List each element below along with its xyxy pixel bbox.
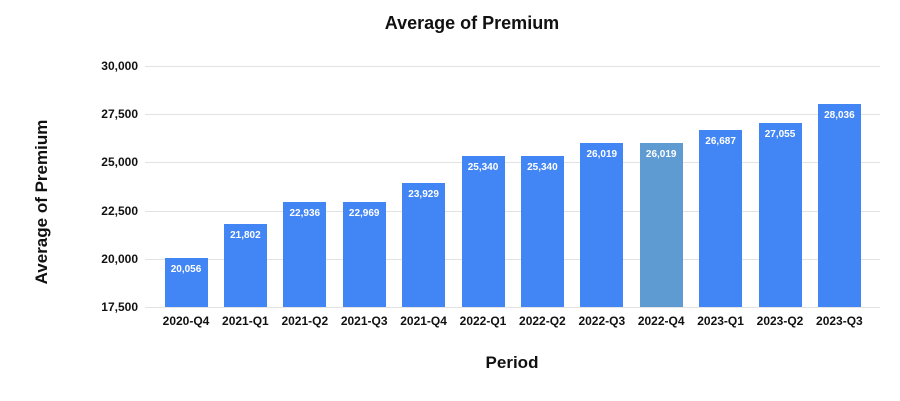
bar[interactable]: 23,929 <box>402 183 446 307</box>
bar-value-label: 25,340 <box>467 161 499 173</box>
x-tick-label: 2022-Q1 <box>459 314 507 328</box>
x-tick-label: 2020-Q4 <box>162 314 210 328</box>
bar-highlighted[interactable]: 26,019 <box>639 142 683 307</box>
gridline <box>145 307 880 308</box>
chart-title: Average of Premium <box>384 13 560 33</box>
bar-value-label: 23,929 <box>408 189 439 201</box>
x-axis-title: Period <box>485 353 539 372</box>
bar[interactable]: 28,036 <box>817 103 861 307</box>
bar[interactable]: 22,936 <box>283 202 327 307</box>
bar[interactable]: 27,055 <box>758 122 802 307</box>
gridline <box>145 114 880 116</box>
gridline <box>145 210 880 212</box>
bar[interactable]: 21,802 <box>223 224 267 307</box>
y-tick-label: 20,000 <box>101 251 138 266</box>
x-tick-label: 2022-Q3 <box>578 314 626 328</box>
bar-value-label: 27,055 <box>764 128 796 140</box>
gridline <box>145 66 880 67</box>
bar-value-label: 26,687 <box>705 135 736 147</box>
x-tick-label: 2023-Q2 <box>756 314 804 328</box>
bar-value-label: 28,036 <box>824 109 855 121</box>
x-tick-label: 2022-Q2 <box>519 314 566 328</box>
bar[interactable]: 20,056 <box>164 257 208 307</box>
x-tick-label: 2021-Q3 <box>340 314 388 328</box>
bar[interactable]: 26,019 <box>580 142 624 307</box>
bar-value-label: 25,340 <box>527 161 558 173</box>
y-tick-label: 27,500 <box>101 107 138 122</box>
y-tick-label: 22,500 <box>101 203 138 218</box>
bar-value-label: 26,019 <box>645 148 677 160</box>
plot-area: 20,056 21,802 22,936 22,969 23,929 25,340 25,3… <box>145 66 880 308</box>
x-tick-label: 2021-Q1 <box>222 314 269 328</box>
y-axis-title: Average of Premium <box>32 119 51 285</box>
bar[interactable]: 25,340 <box>520 155 564 307</box>
x-tick-label: 2021-Q2 <box>281 314 329 328</box>
x-tick-label: 2021-Q4 <box>400 314 447 328</box>
gridline <box>145 258 880 260</box>
bar-value-label: 26,019 <box>586 148 618 160</box>
x-tick-label: 2022-Q4 <box>637 314 685 328</box>
bar-value-label: 22,936 <box>289 208 321 220</box>
bar-value-label: 21,802 <box>230 230 261 242</box>
x-tick-label: 2023-Q1 <box>697 314 744 328</box>
y-tick-label: 25,000 <box>101 155 138 170</box>
bar[interactable]: 26,687 <box>699 129 743 307</box>
y-tick-label: 30,000 <box>101 59 138 73</box>
bar-value-label: 22,969 <box>348 207 380 219</box>
bar[interactable]: 22,969 <box>342 201 386 307</box>
bar[interactable]: 25,340 <box>461 155 505 307</box>
x-tick-label: 2023-Q3 <box>816 314 863 328</box>
bar-value-label: 20,056 <box>170 263 202 275</box>
gridline <box>145 162 880 164</box>
y-tick-label: 17,500 <box>101 300 138 314</box>
